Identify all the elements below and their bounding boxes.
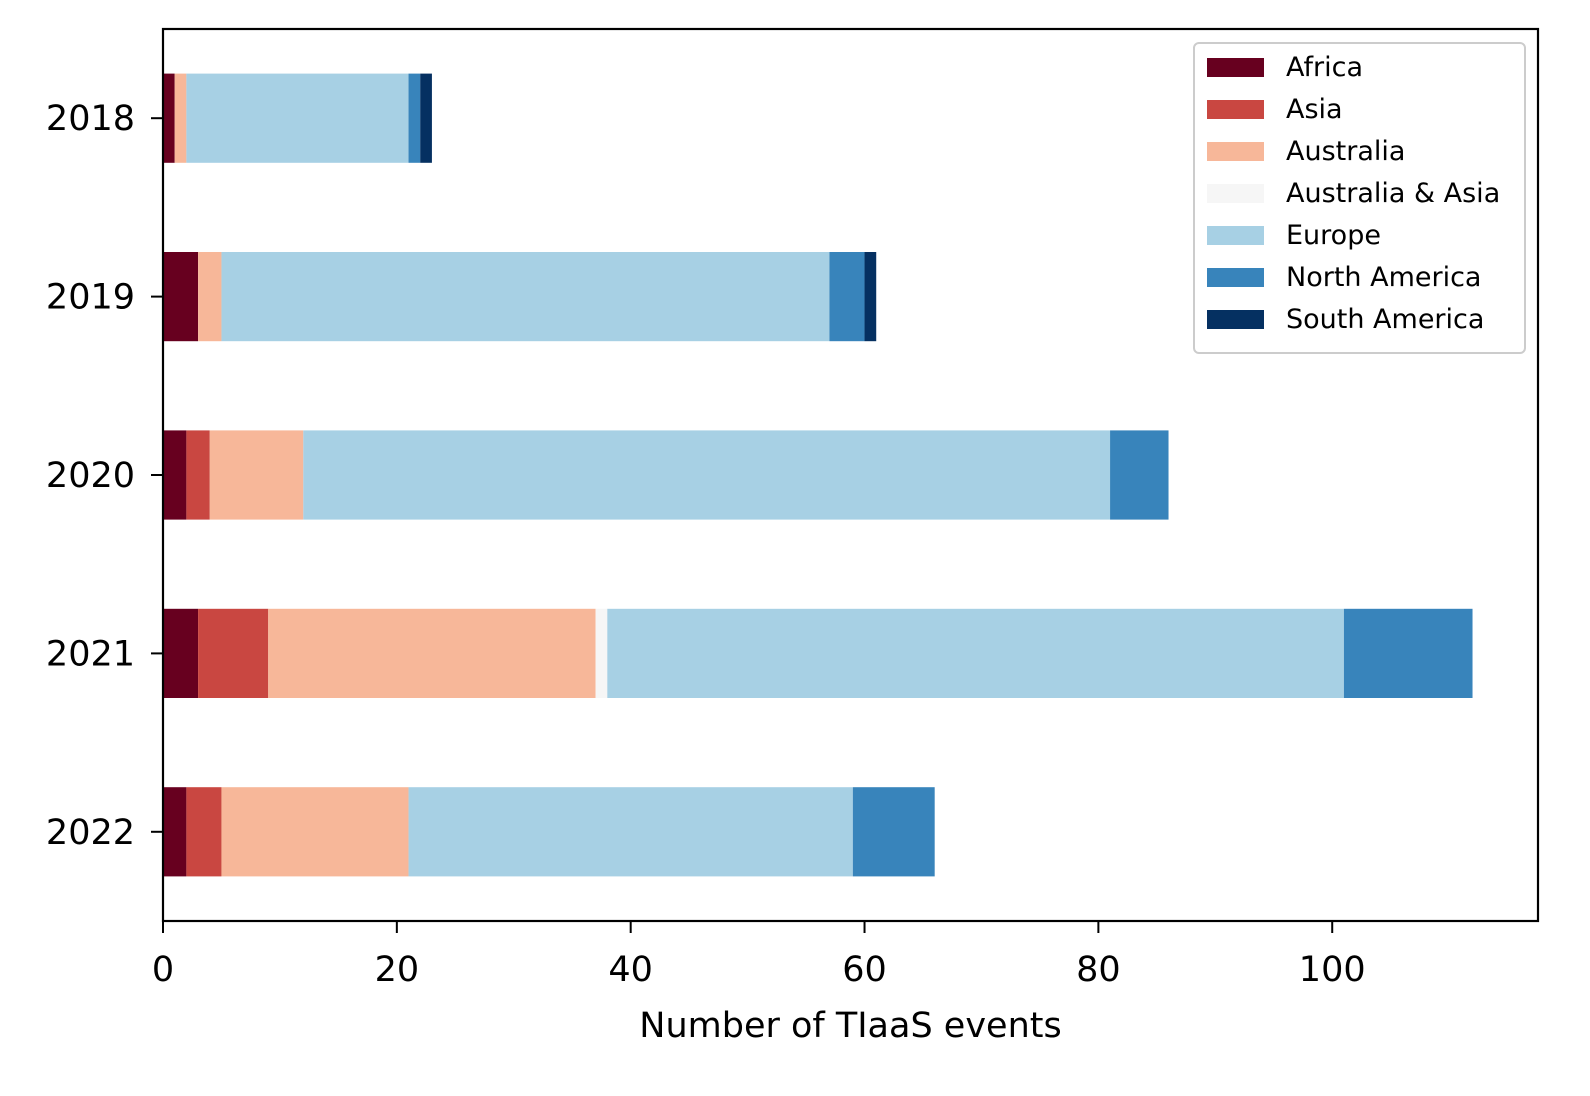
bar-2019-australia [198,252,222,342]
y-tick-label-2018: 2018 [46,99,135,139]
bar-2020-north-america [1110,430,1169,520]
bar-2022-europe [408,787,853,877]
legend-swatch-asia [1207,100,1264,119]
legend-label-asia: Asia [1286,94,1343,125]
bar-2018-south-america [420,73,432,163]
x-tick-label-20: 20 [375,950,420,990]
bar-2019-africa [163,252,199,342]
bar-2022-africa [163,787,187,877]
axes-group: 2018 2019 2020 2021 2022 0 20 40 60 80 100 [46,27,1540,990]
bar-2022-asia [186,787,222,877]
y-tick-label-2019: 2019 [46,278,135,318]
legend-swatch-south-america [1207,310,1264,329]
bar-2021-europe [607,608,1344,698]
legend-swatch-north-america [1207,268,1264,287]
bar-2018-australia [174,73,187,163]
bar-2021-africa [163,608,199,698]
bar-2022-north-america [852,787,935,877]
x-tick-label-100: 100 [1299,950,1366,990]
x-tick-label-40: 40 [608,950,653,990]
legend-label-europe: Europe [1286,220,1381,251]
y-tick-label-2020: 2020 [46,456,135,496]
legend: Africa Asia Australia Australia & Asia Europ… [1193,42,1526,354]
legend-swatch-australia [1207,142,1264,161]
legend-label-south-america: South America [1286,304,1484,335]
bar-2021-north-america [1343,608,1473,698]
legend-swatch-africa [1207,58,1264,77]
x-tick-label-60: 60 [842,950,887,990]
bar-2018-north-america [408,73,421,163]
bar-2020-asia [186,430,210,520]
bar-2019-north-america [829,252,865,342]
bar-2018-africa [163,73,175,163]
bar-2019-south-america [864,252,877,342]
bar-2021-australia-asia [595,608,608,698]
bar-2020-europe [303,430,1111,520]
legend-label-africa: Africa [1286,52,1363,83]
x-axis-label: Number of TIaaS events [639,1006,1061,1046]
bars-group [163,73,1473,877]
bar-2021-asia [198,608,269,698]
bar-2020-africa [163,430,187,520]
legend-label-north-america: North America [1286,262,1481,293]
legend-label-australia: Australia [1286,136,1405,167]
legend-swatch-europe [1207,226,1264,245]
bar-2022-australia [221,787,409,877]
y-tick-label-2022: 2022 [46,813,135,853]
legend-swatch-australia-asia [1207,184,1264,203]
x-tick-label-80: 80 [1076,950,1121,990]
bar-2021-australia [268,608,596,698]
y-tick-label-2021: 2021 [46,634,135,674]
bar-2019-europe [221,252,830,342]
x-tick-label-0: 0 [152,950,174,990]
legend-frame [1193,42,1526,354]
bar-2018-europe [186,73,409,163]
bar-2020-australia [209,430,304,520]
legend-label-australia-asia: Australia & Asia [1286,178,1500,209]
